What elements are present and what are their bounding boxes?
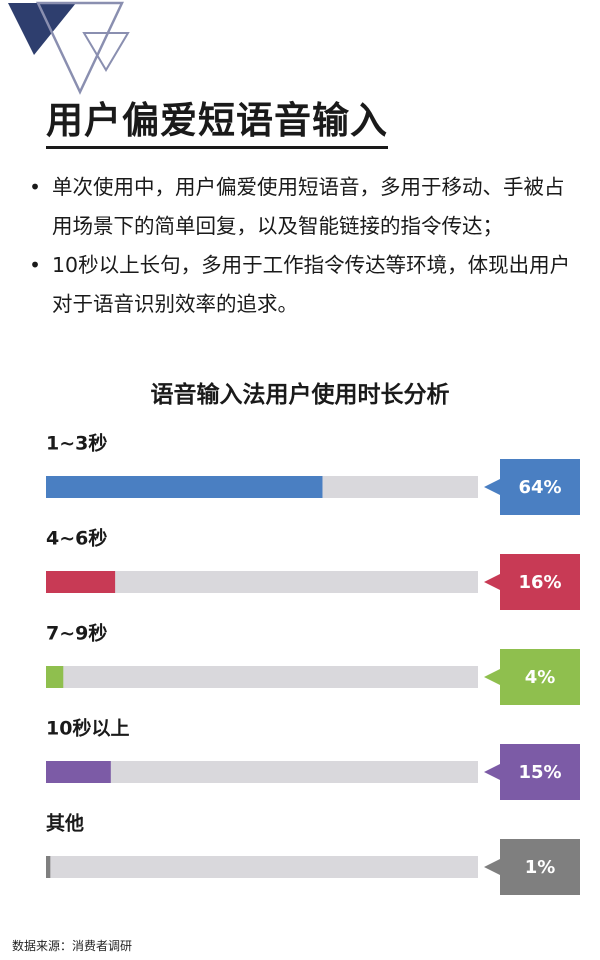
category-label: 其他 — [46, 812, 84, 835]
data-source-note: 数据来源：消费者调研 — [12, 939, 133, 953]
category-label: 4~6秒 — [46, 527, 107, 550]
bullet-text: 单次使用中，用户偏爱使用短语音，多用于移动、手被占用场景下的简单回复，以及智能链… — [52, 175, 565, 238]
bar — [46, 571, 116, 593]
bullet-list: • 单次使用中，用户偏爱使用短语音，多用于移动、手被占用场景下的简单回复，以及智… — [18, 168, 578, 324]
bar — [46, 476, 323, 498]
value-callout — [484, 839, 580, 895]
category-label: 1~3秒 — [46, 432, 107, 455]
dark-triangle-shape — [8, 3, 76, 55]
bar-track — [46, 666, 478, 688]
page-title: 用户偏爱短语音输入 — [46, 98, 388, 149]
bar — [46, 761, 111, 783]
outline-triangle-shape — [36, 1, 124, 95]
value-callout — [484, 459, 580, 515]
bullet-item: • 单次使用中，用户偏爱使用短语音，多用于移动、手被占用场景下的简单回复，以及智… — [18, 168, 578, 246]
bar-track — [46, 571, 478, 593]
bar — [46, 856, 51, 878]
bullet-item: • 10秒以上长句，多用于工作指令传达等环境，体现出用户对于语音识别效率的追求。 — [18, 246, 578, 324]
chart-title: 语音输入法用户使用时长分析 — [150, 382, 450, 408]
bar-chart: 1~3秒 64% 4~6秒 16% 7~9秒 4% 10秒以上 15% 其他 1% — [46, 432, 580, 895]
value-label: 1% — [525, 857, 556, 878]
bullet-text: 10秒以上长句，多用于工作指令传达等环境，体现出用户对于语音识别效率的追求。 — [52, 253, 571, 316]
value-callout — [484, 649, 580, 705]
value-label: 16% — [518, 572, 561, 593]
value-callout — [484, 744, 580, 800]
bar — [46, 666, 64, 688]
bullet-dot-icon: • — [29, 175, 41, 199]
value-label: 4% — [525, 667, 556, 688]
value-label: 64% — [518, 477, 561, 498]
bar-track — [46, 856, 478, 878]
bullet-dot-icon: • — [29, 253, 41, 277]
category-label: 7~9秒 — [46, 622, 107, 645]
category-label: 10秒以上 — [46, 717, 129, 740]
bar-track — [46, 761, 478, 783]
corner-decoration — [8, 1, 130, 95]
small-outline-triangle-shape — [82, 32, 130, 72]
value-label: 15% — [518, 762, 561, 783]
value-callout — [484, 554, 580, 610]
